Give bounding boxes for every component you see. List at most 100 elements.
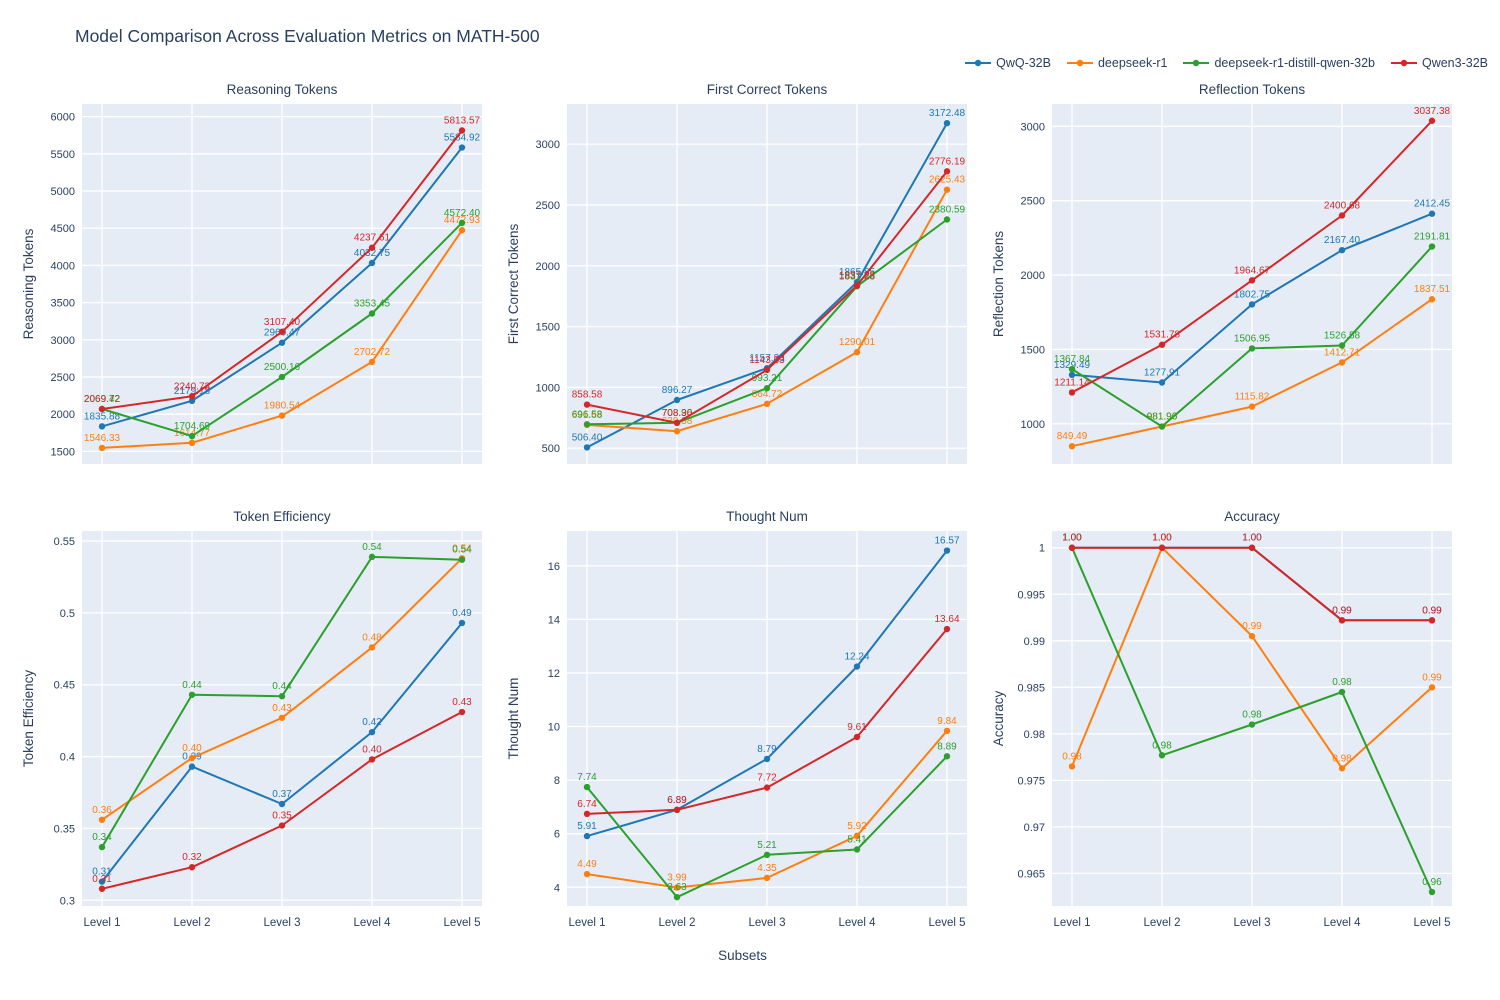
data-point[interactable] xyxy=(368,728,376,736)
data-point[interactable] xyxy=(278,693,286,700)
data-point[interactable] xyxy=(188,397,196,405)
data-point[interactable] xyxy=(278,714,286,721)
data-point[interactable] xyxy=(1158,341,1166,348)
data-point[interactable] xyxy=(583,401,591,408)
legend-item-deepseek-r1-distill-qwen-32b[interactable]: deepseek-r1-distill-qwen-32b xyxy=(1183,56,1375,70)
series-qwen3-32b[interactable]: 858.58 708.36 1143.53 1837.28 2776.19 xyxy=(572,156,966,427)
data-point[interactable] xyxy=(1248,721,1256,728)
data-point[interactable] xyxy=(583,832,591,840)
data-point[interactable] xyxy=(98,444,106,452)
data-point[interactable] xyxy=(368,644,376,651)
series-deepseek-r1-distill-qwen-32b[interactable]: 7.74 3.63 5.21 5.41 8.89 xyxy=(577,741,957,901)
data-point[interactable] xyxy=(1158,752,1166,759)
data-point[interactable] xyxy=(458,619,466,627)
data-point[interactable] xyxy=(1428,888,1436,896)
data-point[interactable] xyxy=(673,806,681,814)
data-point[interactable] xyxy=(763,874,771,882)
data-point[interactable] xyxy=(1068,389,1076,396)
data-point[interactable] xyxy=(98,885,106,892)
data-point[interactable] xyxy=(763,400,771,408)
data-point[interactable] xyxy=(1158,423,1166,430)
data-point[interactable] xyxy=(368,358,376,366)
data-point[interactable] xyxy=(763,784,771,791)
data-point[interactable] xyxy=(1428,243,1436,250)
data-point[interactable] xyxy=(943,216,951,223)
data-point[interactable] xyxy=(1158,544,1166,551)
data-point[interactable] xyxy=(1068,371,1076,379)
data-point[interactable] xyxy=(188,754,196,762)
data-point[interactable] xyxy=(188,763,196,770)
data-point[interactable] xyxy=(943,186,951,193)
data-point[interactable] xyxy=(278,373,286,381)
data-point[interactable] xyxy=(943,547,951,554)
data-point[interactable] xyxy=(1428,617,1436,624)
data-point[interactable] xyxy=(188,393,196,400)
data-point[interactable] xyxy=(98,423,106,430)
data-point[interactable] xyxy=(583,870,591,878)
series-qwq-32b[interactable]: 5.91 6.89 8.79 12.24 16.57 xyxy=(577,536,960,840)
data-point[interactable] xyxy=(763,851,771,859)
data-point[interactable] xyxy=(943,727,951,735)
data-point[interactable] xyxy=(1338,688,1346,696)
data-point[interactable] xyxy=(98,405,106,413)
data-point[interactable] xyxy=(943,753,951,760)
series-qwen3-32b[interactable]: 0.31 0.32 0.35 0.40 0.43 xyxy=(92,697,472,892)
legend-item-qwq-32b[interactable]: QwQ-32B xyxy=(965,56,1051,70)
series-qwen3-32b[interactable]: 6.74 6.89 7.72 9.61 13.64 xyxy=(577,614,960,818)
data-point[interactable] xyxy=(278,339,286,346)
data-point[interactable] xyxy=(278,412,286,419)
data-point[interactable] xyxy=(853,832,861,840)
data-point[interactable] xyxy=(188,432,196,440)
data-point[interactable] xyxy=(188,691,196,698)
data-point[interactable] xyxy=(458,556,466,563)
data-point[interactable] xyxy=(673,893,681,901)
data-point[interactable] xyxy=(1248,277,1256,284)
data-point[interactable] xyxy=(583,421,591,428)
data-point[interactable] xyxy=(583,783,591,791)
series-deepseek-r1-distill-qwen-32b[interactable]: 1.00 0.98 0.98 0.98 0.96 xyxy=(1062,533,1442,896)
data-point[interactable] xyxy=(1428,210,1436,217)
data-point[interactable] xyxy=(1338,212,1346,219)
data-point[interactable] xyxy=(853,282,861,289)
data-point[interactable] xyxy=(1068,544,1076,551)
data-point[interactable] xyxy=(853,733,861,741)
series-deepseek-r1-distill-qwen-32b[interactable]: 1367.84 981.96 1506.95 1526.58 2191.81 xyxy=(1054,232,1451,430)
data-point[interactable] xyxy=(1338,765,1346,772)
data-point[interactable] xyxy=(1068,443,1076,450)
data-point[interactable] xyxy=(763,366,771,374)
data-point[interactable] xyxy=(98,816,106,823)
data-point[interactable] xyxy=(1338,246,1346,254)
data-point[interactable] xyxy=(673,396,681,404)
data-point[interactable] xyxy=(1068,365,1076,373)
data-point[interactable] xyxy=(368,553,376,561)
data-point[interactable] xyxy=(1248,403,1256,410)
data-point[interactable] xyxy=(1338,617,1346,624)
data-point[interactable] xyxy=(1338,342,1346,349)
data-point[interactable] xyxy=(1158,379,1166,386)
data-point[interactable] xyxy=(1248,632,1256,640)
data-point[interactable] xyxy=(943,625,951,633)
data-point[interactable] xyxy=(1248,345,1256,352)
legend-item-deepseek-r1[interactable]: deepseek-r1 xyxy=(1066,56,1167,70)
data-point[interactable] xyxy=(673,419,681,427)
series-deepseek-r1-distill-qwen-32b[interactable]: 2069.42 1704.69 2500.16 3353.45 4572.40 xyxy=(84,208,481,440)
data-point[interactable] xyxy=(458,227,466,234)
data-point[interactable] xyxy=(278,822,286,829)
data-point[interactable] xyxy=(853,348,861,356)
legend-item-qwen3-32b[interactable]: Qwen3-32B xyxy=(1390,56,1488,70)
data-point[interactable] xyxy=(458,708,466,716)
data-point[interactable] xyxy=(943,168,951,175)
data-point[interactable] xyxy=(458,127,466,134)
data-point[interactable] xyxy=(763,755,771,763)
data-point[interactable] xyxy=(1338,359,1346,366)
data-point[interactable] xyxy=(278,328,286,335)
data-point[interactable] xyxy=(673,884,681,891)
data-point[interactable] xyxy=(853,846,861,853)
data-point[interactable] xyxy=(943,119,951,127)
series-qwq-32b[interactable]: 1329.49 1277.91 1802.75 2167.40 2412.45 xyxy=(1054,199,1451,386)
data-point[interactable] xyxy=(368,244,376,251)
series-qwen3-32b[interactable]: 1211.14 1531.78 1964.67 2400.68 3037.38 xyxy=(1054,106,1451,396)
data-point[interactable] xyxy=(458,144,466,151)
data-point[interactable] xyxy=(188,864,196,871)
series-qwen3-32b[interactable]: 1.00 1.00 1.00 0.99 0.99 xyxy=(1062,533,1442,624)
